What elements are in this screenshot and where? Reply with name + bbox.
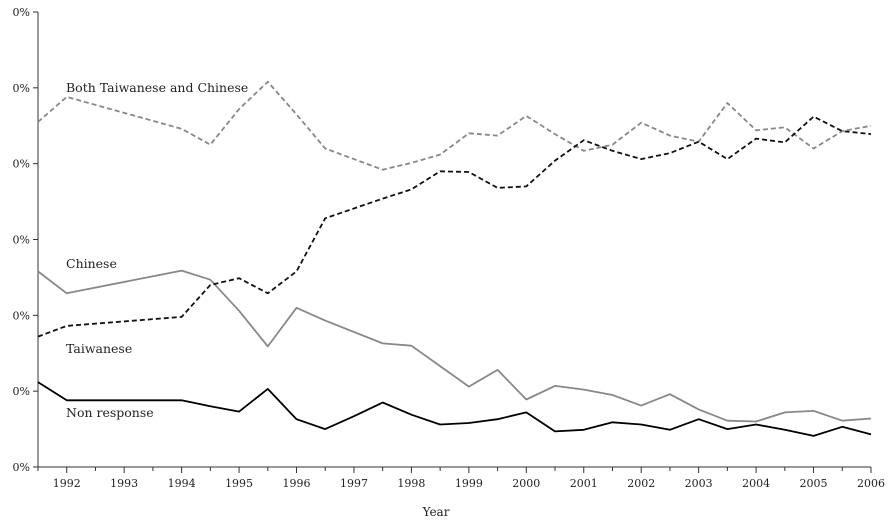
x-tick-label: 1999 — [455, 477, 483, 490]
y-axis-ticks: 0% 0% 0% 0% 0% 0% 0% — [13, 6, 38, 474]
series-label-taiwanese: Taiwanese — [66, 341, 132, 356]
x-tick-label: 2001 — [570, 477, 598, 490]
x-axis-ticks: 1992 1993 1994 1995 1996 1997 1998 1999 2000 2001… — [37, 467, 885, 490]
series-line-chinese — [37, 269, 872, 423]
y-tick-label: 0% — [13, 82, 30, 95]
series-line-non-response — [37, 381, 872, 437]
y-tick-label: 0% — [13, 234, 30, 247]
y-tick-label: 0% — [13, 6, 30, 19]
x-tick-label: 1998 — [397, 477, 425, 490]
x-tick-label: 1992 — [53, 477, 81, 490]
series-labels: Both Taiwanese and Chinese Chinese Taiwane… — [66, 80, 248, 420]
x-tick-label: 2004 — [742, 477, 770, 490]
x-tick-label: 1994 — [168, 477, 196, 490]
y-tick-label: 0% — [13, 461, 30, 474]
x-tick-label: 1995 — [225, 477, 253, 490]
x-tick-label: 1993 — [110, 477, 138, 490]
series-line-both-taiwanese-and-chinese — [37, 80, 872, 171]
series-line-taiwanese — [37, 115, 872, 338]
series-lines — [37, 80, 872, 437]
x-tick-label: 1996 — [283, 477, 311, 490]
x-axis-title: Year — [422, 505, 450, 519]
x-tick-label: 2003 — [685, 477, 713, 490]
y-tick-label: 0% — [13, 385, 30, 398]
x-tick-label: 2005 — [800, 477, 828, 490]
series-label-chinese: Chinese — [66, 256, 117, 271]
x-tick-label: 2006 — [857, 477, 885, 490]
y-tick-label: 0% — [13, 158, 30, 171]
x-tick-label: 2002 — [627, 477, 655, 490]
series-label-non-response: Non response — [66, 405, 154, 420]
x-tick-label: 2000 — [512, 477, 540, 490]
series-label-both-taiwanese-and-chinese: Both Taiwanese and Chinese — [66, 80, 248, 95]
y-tick-label: 0% — [13, 309, 30, 322]
x-tick-label: 1997 — [340, 477, 368, 490]
